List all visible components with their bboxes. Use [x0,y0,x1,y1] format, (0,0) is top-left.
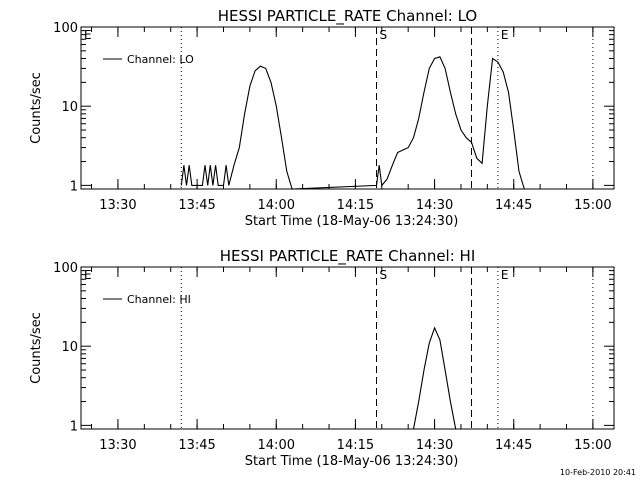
chart-1-x-tick-label-1: 13:45 [178,438,215,453]
timestamp: 10-Feb-2010 20:41 [560,468,636,477]
chart-0-panel: HESSI PARTICLE_RATE Channel: LO 1 10 100 13:… [29,7,615,229]
chart-0-y-tick-label-1: 10 [61,100,78,115]
chart-1-marker-label-0: E [84,268,92,282]
chart-1-y-tick-label-2: 100 [53,261,78,276]
chart-0-y-tick-label-0: 1 [70,179,78,194]
chart-0-marker-label-0: E [84,28,92,42]
chart-1-marker-label-2: S [380,268,388,282]
chart-1-panel: HESSI PARTICLE_RATE Channel: HI 1 10 100 13:… [29,247,615,469]
chart-0-x-axis-label: Start Time (18-May-06 13:24:30) [245,214,459,229]
chart-1-y-tick-label-0: 1 [70,419,78,434]
chart-0-axes-frame [80,26,615,190]
chart-1-title: HESSI PARTICLE_RATE Channel: HI [220,247,476,266]
chart-1-series-line-0 [412,326,457,430]
chart-1-x-tick-label-2: 14:00 [258,438,295,453]
chart-1-x-tick-label-4: 14:30 [416,438,453,453]
chart-0-x-tick-label-5: 14:45 [495,198,532,213]
chart-1-marker-label-4: E [501,268,509,282]
chart-1-y-axis-label: Counts/sec [29,312,44,384]
chart-1-x-axis-label: Start Time (18-May-06 13:24:30) [245,454,459,469]
chart-0-x-tick-label-2: 14:00 [258,198,295,213]
chart-1-y-tick-label-1: 10 [61,340,78,355]
chart-0-series-line-0 [180,56,525,190]
chart-0-y-tick-label-2: 100 [53,21,78,36]
chart-1-x-tick-label-3: 14:15 [337,438,374,453]
chart-1-axes-frame [80,266,615,430]
chart-1-legend-label: Channel: HI [127,293,191,306]
chart-0-x-tick-label-4: 14:30 [416,198,453,213]
chart-1-x-tick-label-0: 13:30 [99,438,136,453]
chart-0-x-tick-label-0: 13:30 [99,198,136,213]
chart-0-y-axis-label: Counts/sec [29,72,44,144]
chart-0-marker-label-2: S [380,28,388,42]
chart-0-title: HESSI PARTICLE_RATE Channel: LO [218,7,477,26]
chart-1-x-tick-label-6: 15:00 [574,438,611,453]
chart-0-x-tick-label-6: 15:00 [574,198,611,213]
chart-0-x-tick-label-3: 14:15 [337,198,374,213]
chart-0-legend-label: Channel: LO [127,53,194,66]
chart-0-marker-label-4: E [501,28,509,42]
chart-0-x-tick-label-1: 13:45 [178,198,215,213]
chart-1-x-tick-label-5: 14:45 [495,438,532,453]
